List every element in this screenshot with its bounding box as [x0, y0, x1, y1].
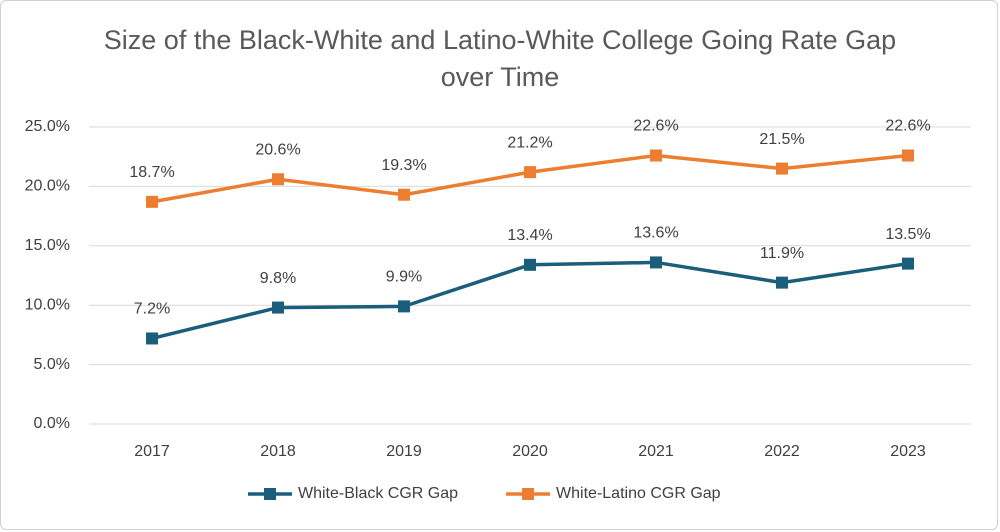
data-label: 22.6%	[633, 118, 678, 135]
marker	[902, 149, 914, 162]
data-label: 20.6%	[255, 141, 300, 158]
marker	[524, 258, 536, 271]
data-label: 9.8%	[260, 270, 296, 287]
marker	[272, 173, 284, 186]
x-tick-label: 2022	[764, 443, 800, 460]
y-tick-label: 20.0%	[25, 178, 70, 195]
x-tick-label: 2021	[638, 443, 674, 460]
y-tick-label: 15.0%	[25, 237, 70, 254]
marker	[146, 332, 158, 345]
legend-label: White-Black CGR Gap	[298, 485, 458, 502]
x-tick-label: 2017	[134, 443, 170, 460]
x-tick-label: 2023	[890, 443, 926, 460]
y-tick-label: 5.0%	[34, 356, 70, 373]
data-label: 21.5%	[759, 131, 804, 148]
data-label: 9.9%	[386, 269, 422, 286]
x-tick-label: 2019	[386, 443, 422, 460]
data-label: 11.9%	[760, 245, 804, 262]
marker	[398, 300, 410, 313]
series-line	[151, 153, 909, 204]
data-label: 13.4%	[507, 227, 552, 244]
legend-label: White-Latino CGR Gap	[556, 485, 721, 502]
data-label: 7.2%	[134, 301, 170, 318]
data-label: 21.2%	[507, 134, 552, 151]
y-tick-label: 0.0%	[34, 415, 70, 432]
marker	[650, 256, 662, 269]
data-label: 18.7%	[129, 164, 174, 181]
marker	[776, 162, 788, 175]
marker	[398, 188, 410, 201]
data-label: 13.5%	[885, 226, 930, 243]
data-label: 13.6%	[633, 225, 678, 242]
marker	[524, 166, 536, 179]
y-tick-label: 10.0%	[25, 296, 70, 313]
x-tick-label: 2018	[260, 443, 296, 460]
y-tick-label: 25.0%	[25, 118, 70, 135]
marker	[650, 149, 662, 162]
marker	[902, 257, 914, 270]
data-label: 22.6%	[885, 118, 930, 135]
legend-swatch-marker	[264, 488, 276, 500]
legend-swatch-marker	[522, 488, 535, 500]
data-label: 19.3%	[381, 157, 426, 174]
chart-title: Size of the Black-White and Latino-White…	[103, 25, 897, 92]
marker	[776, 276, 788, 289]
x-tick-label: 2020	[512, 443, 548, 460]
marker	[272, 301, 284, 314]
marker	[146, 195, 158, 208]
